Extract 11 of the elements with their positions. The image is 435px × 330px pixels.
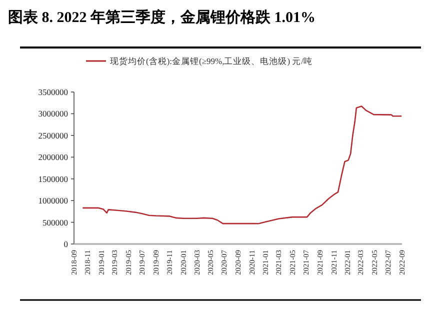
y-tick-label: 0: [64, 239, 68, 249]
y-tick-label: 1000000: [38, 196, 68, 206]
y-tick-label: 2500000: [38, 130, 68, 140]
y-tick-label: 3000000: [38, 108, 68, 119]
y-tick-label: 3500000: [38, 87, 68, 97]
chart-title: 图表 8. 2022 年第三季度，金属锂价格跌 1.01%: [8, 8, 316, 26]
legend-label: 现货均价(含税):金属锂(≥99%,工业级、电池级) 元/吨: [110, 56, 313, 66]
y-tick-label: 500000: [42, 217, 68, 228]
y-tick-label: 1500000: [38, 174, 68, 184]
y-tick-label: 2000000: [38, 152, 68, 162]
line-series: [82, 106, 402, 224]
